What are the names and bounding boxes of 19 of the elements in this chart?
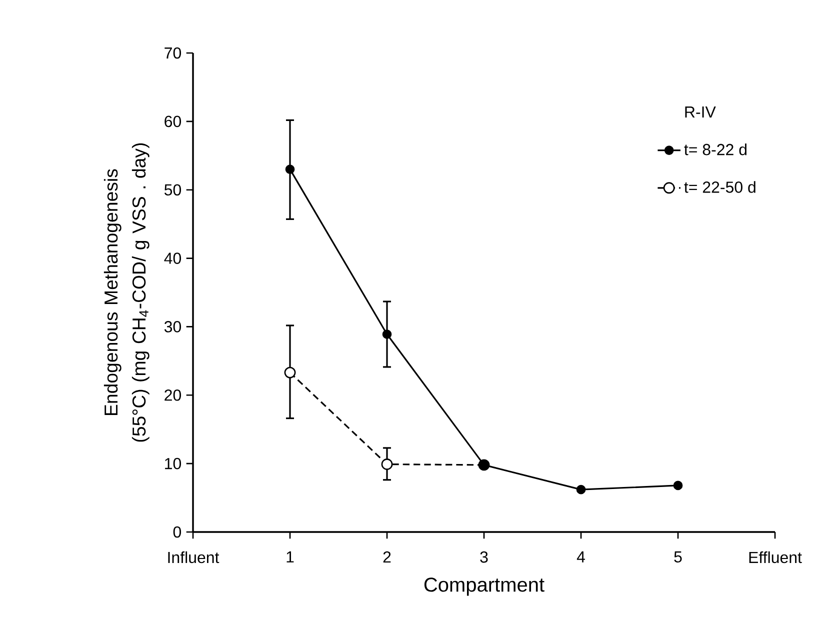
x-tick-label: 4 (576, 551, 585, 562)
y-tick-label: 20 (164, 389, 182, 401)
legend-title: R-IV (685, 106, 716, 118)
y-tick-label: 0 (173, 526, 182, 538)
x-tick-label: 3 (480, 551, 488, 563)
y-tick-label: 40 (164, 252, 182, 264)
x-tick-label: 2 (383, 551, 391, 563)
legend-label: t= 22-50 d (684, 181, 756, 193)
y-tick-label: 70 (164, 47, 182, 59)
x-tick-label: 1 (286, 551, 294, 562)
x-tick-label: 5 (674, 551, 682, 563)
y-tick-label: 60 (164, 116, 182, 128)
x-axis-title: Compartment (424, 578, 544, 596)
legend-label: t= 8-22 d (684, 144, 746, 156)
y-tick-label: 10 (165, 458, 182, 470)
x-tick-label: Influent (168, 551, 220, 564)
y-tick-label: 50 (164, 184, 182, 196)
x-tick-label: Effluent (749, 551, 802, 564)
y-tick-label: 30 (164, 321, 182, 332)
